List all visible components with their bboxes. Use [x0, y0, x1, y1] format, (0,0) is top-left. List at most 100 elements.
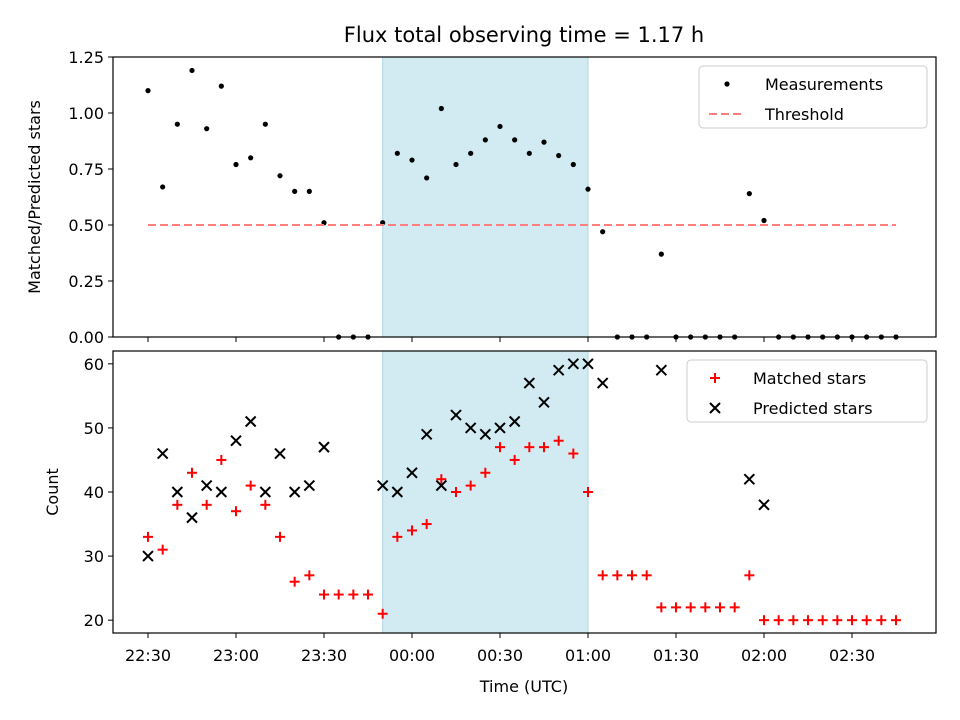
measurement-point [233, 161, 239, 168]
measurement-point [556, 152, 562, 159]
x-tick-label: 02:30 [829, 646, 875, 665]
matched-star-point [260, 499, 271, 510]
y-tick-label: 0.75 [68, 160, 104, 179]
predicted-star-point [758, 499, 770, 511]
measurement-point [218, 83, 224, 89]
matched-star-point [143, 531, 153, 542]
x-tick-label: 00:30 [477, 646, 523, 665]
predicted-star-point [171, 486, 184, 498]
matched-star-point [553, 435, 564, 446]
predicted-star-point [435, 479, 448, 492]
predicted-star-point [655, 364, 668, 376]
predicted-star-point [259, 486, 272, 498]
x-tick-label: 23:30 [301, 646, 347, 665]
matched-star-point [421, 519, 432, 530]
matched-star-point [524, 442, 535, 453]
matched-star-point [333, 589, 344, 600]
x-tick-label: 02:00 [741, 646, 787, 665]
measurement-point [600, 229, 606, 235]
highlight-span [382, 56, 589, 338]
matched-star-point [275, 531, 285, 542]
matched-star-point [597, 570, 608, 581]
matched-star-point [495, 442, 505, 453]
predicted-star-point [274, 447, 286, 460]
matched-star-point [891, 615, 901, 626]
predicted-star-point [523, 377, 536, 389]
x-tick-label: 22:30 [125, 646, 171, 665]
matched-star-point [201, 499, 212, 510]
measurement-point [570, 161, 576, 168]
predicted-star-point [596, 377, 609, 389]
predicted-star-point [567, 358, 580, 370]
predicted-star-point [244, 415, 257, 428]
matched-star-point [656, 602, 667, 613]
measurement-point [658, 251, 664, 257]
legend-marker-dot [724, 81, 730, 87]
legend: Measurements Threshold [698, 65, 928, 129]
matched-star-point [847, 615, 857, 626]
predicted-star-point [508, 415, 521, 428]
matched-star-point [700, 602, 711, 613]
y-tick-label: 1.00 [68, 104, 104, 123]
predicted-star-point [743, 473, 756, 485]
predicted-star-point [464, 422, 477, 434]
matched-star-point [729, 602, 740, 613]
chart-title: Flux total observing time = 1.17 h [344, 23, 704, 47]
measurement-point [145, 88, 151, 94]
matched-star-point [216, 454, 227, 465]
measurement-point [248, 155, 254, 161]
matched-star-point [685, 602, 696, 613]
matched-star-point [583, 487, 593, 497]
x-tick-label: 01:30 [653, 646, 699, 665]
x-tick-label: 00:00 [389, 646, 435, 665]
predicted-star-point [450, 409, 462, 421]
predicted-star-point [230, 435, 242, 447]
plot-frame [112, 350, 937, 634]
measurement-point [394, 150, 400, 156]
matched-star-point [436, 474, 447, 485]
matched-star-point [744, 570, 755, 581]
matched-star-point [539, 442, 549, 453]
legend: Matched stars Predicted stars [686, 359, 928, 423]
y-tick-label: 0.00 [68, 328, 104, 347]
x-tick-label: 01:00 [565, 646, 611, 665]
matched-star-point [759, 615, 769, 626]
matched-star-point [319, 589, 329, 600]
predicted-star-point [494, 422, 506, 434]
measurement-point [160, 184, 166, 190]
measurement-point [292, 188, 298, 194]
matched-star-point [392, 531, 403, 542]
matched-star-point [187, 467, 197, 478]
predicted-star-point [420, 428, 433, 441]
y-tick-label: 50 [84, 419, 104, 438]
matched-star-point [245, 480, 256, 491]
measurement-point [541, 139, 547, 145]
matched-star-point [612, 570, 623, 581]
legend-label: Predicted stars [753, 399, 873, 418]
matched-star-point [803, 615, 813, 626]
measurement-point [204, 126, 210, 132]
matched-star-point [407, 525, 417, 536]
matched-star-point [231, 506, 241, 517]
measurement-point [468, 150, 474, 156]
measurement-point [438, 105, 444, 112]
matched-star-point [348, 589, 359, 600]
measurement-point [277, 173, 283, 179]
x-tick-label: 23:00 [213, 646, 259, 665]
measurement-point [174, 121, 180, 127]
predicted-star-point [156, 447, 169, 460]
predicted-star-point [552, 364, 565, 376]
matched-star-point [289, 576, 300, 587]
predicted-star-point [303, 479, 316, 492]
matched-star-point [715, 602, 725, 613]
matched-star-point [304, 570, 315, 581]
matched-star-point [509, 454, 520, 465]
legend-label: Threshold [764, 105, 844, 124]
matched-star-point [172, 499, 183, 510]
legend-label: Matched stars [753, 369, 866, 388]
y-axis-label: Matched/Predicted stars [25, 100, 44, 294]
measurement-point [526, 150, 532, 156]
measurement-point [262, 121, 268, 127]
measurement-point [585, 186, 591, 192]
